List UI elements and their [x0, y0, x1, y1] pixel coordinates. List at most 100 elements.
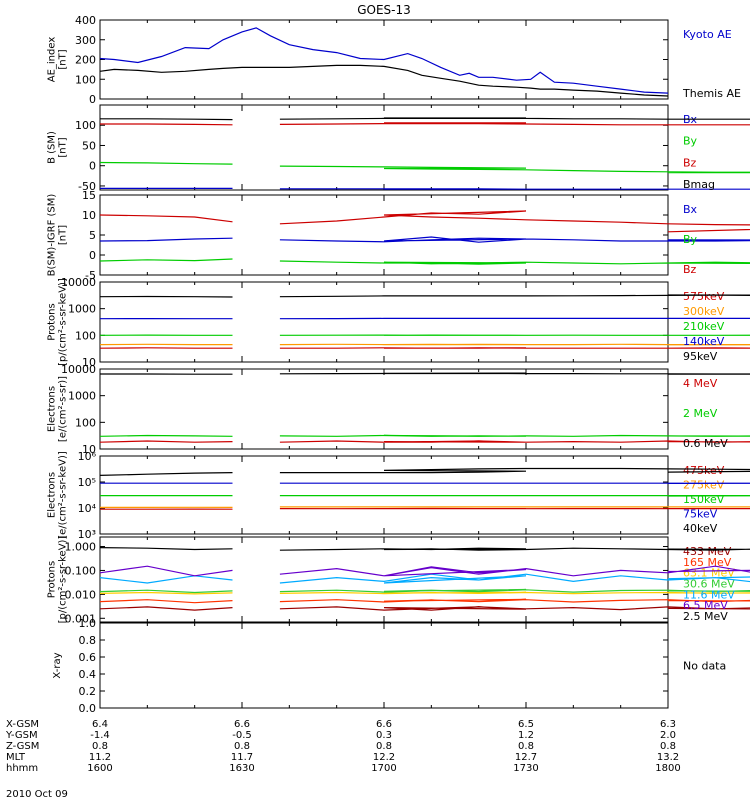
footer-value: 0.3	[376, 730, 392, 741]
panel-frame	[99, 281, 669, 363]
y-tick-label: 10000	[61, 363, 96, 376]
y-axis-label: [nT]	[58, 225, 69, 245]
series-line-themis-ae	[99, 64, 669, 97]
y-axis-label: [e/(cm²-s-sr)]	[58, 376, 69, 442]
panel-2: -5 0 5 10 15 B(SM)-IGRF (SM) [nT] Bx By Bz	[47, 189, 750, 282]
legend-entry: Kyoto AE	[683, 28, 732, 41]
legend-entry: 433 MeV	[683, 545, 732, 558]
footer-value: 0.8	[92, 741, 108, 752]
y-tick-label: 1.0	[79, 617, 97, 630]
chart-title: GOES-13	[357, 3, 411, 17]
y-axis-label: AE_index	[47, 37, 58, 83]
footer-value: 0.8	[376, 741, 392, 752]
footer-value: 6.6	[376, 719, 392, 730]
footer-value: 1630	[229, 763, 254, 774]
legend-entry: 140keV	[683, 335, 725, 348]
y-axis-label: [e/(cm²-s-sr-keV)]	[58, 451, 69, 539]
y-axis-label: B (SM)	[47, 131, 58, 164]
legend-entry: 11.6 MeV	[683, 588, 735, 601]
legend-entry: 2 MeV	[683, 407, 718, 420]
footer-value: 6.4	[92, 719, 108, 730]
y-tick-label: 10³	[78, 528, 96, 541]
y-tick-label: -50	[78, 180, 96, 193]
footer-row-label: Z-GSM	[6, 741, 39, 752]
panel-0: 0 100 200 300 400 AE_index [nT] Kyoto AE Themis …	[47, 14, 741, 106]
footer-value: 6.6	[234, 719, 250, 730]
legend-entry: 4 MeV	[683, 377, 718, 390]
footer-row-label: hhmm	[6, 763, 38, 774]
series-line-bx	[100, 187, 750, 190]
legend-entry: Bz	[683, 156, 697, 169]
footer-value: -0.5	[232, 730, 252, 741]
y-tick-label: 0.010	[65, 588, 97, 601]
series-line-by	[99, 161, 750, 174]
y-axis-label: Protons	[47, 303, 58, 340]
y-tick-label: 10	[82, 209, 96, 222]
legend-entry: Bx	[683, 203, 698, 216]
footer-value: 6.3	[660, 719, 676, 730]
footer-value: 1600	[87, 763, 112, 774]
panel-6: 0.001 0.010 0.100 1.000 Protons [p/(cm²-s-sr-…	[47, 536, 750, 625]
series-line-165-mev	[99, 598, 750, 604]
series-line-bx	[99, 236, 750, 243]
y-axis-label: X-ray	[52, 652, 63, 678]
footer-value: 0.8	[234, 741, 250, 752]
y-tick-label: 50	[82, 139, 96, 152]
series-line-300kev	[99, 343, 750, 346]
y-tick-label: 0.2	[79, 685, 97, 698]
series-line-95kev	[99, 294, 750, 298]
legend-entry: By	[683, 135, 698, 148]
series-line-2-mev	[99, 434, 750, 437]
ephemeris-footer: X-GSM 6.4 6.6 6.6 6.5 6.3 Y-GSM -1.4 -0.5 0.3 1.2 2…	[5, 719, 681, 774]
series-line-kyoto-ae	[99, 27, 669, 94]
series-line-bz	[100, 122, 750, 126]
y-tick-label: 0.0	[79, 702, 97, 715]
y-axis-label: [p/(cm²-s-sr-keV)]	[58, 278, 69, 366]
legend-entry: 40keV	[683, 522, 718, 535]
y-tick-label: 200	[75, 54, 96, 67]
legend-entry: 165 MeV	[683, 556, 732, 569]
no-data-label: No data	[683, 660, 726, 673]
y-tick-label: 1000	[68, 390, 96, 403]
legend-entry: 0.6 MeV	[683, 437, 728, 450]
y-tick-label: 0.100	[65, 564, 97, 577]
footer-value: 2.0	[660, 730, 676, 741]
legend-entry: 75keV	[683, 508, 718, 521]
y-tick-label: 0.8	[79, 634, 97, 647]
y-tick-label: 15	[82, 189, 96, 202]
series-line-4-mev	[99, 440, 750, 443]
y-axis-label: [p/(cm²-s-sr-keV)]	[58, 536, 69, 624]
y-tick-label: 0.4	[79, 668, 97, 681]
panel-5: 10³ 10⁴ 10⁵ 10⁶ Electrons [e/(cm²-s-sr-keV)] 4…	[47, 450, 750, 541]
y-tick-label: 400	[75, 14, 96, 27]
footer-value: -1.4	[90, 730, 110, 741]
y-tick-label: 0	[89, 93, 96, 106]
y-axis-label: Protons	[47, 561, 58, 598]
series-line-2.5-mev	[99, 547, 750, 551]
y-axis-label: [nT]	[58, 137, 69, 157]
y-tick-label: 5	[89, 229, 96, 242]
y-tick-label: -5	[85, 269, 96, 282]
y-axis-label: [nT]	[58, 49, 69, 69]
legend-entry: Themis AE	[682, 87, 741, 100]
footer-value: 12.7	[515, 752, 537, 763]
panel-3: 10 100 1000 10000 Protons [p/(cm²-s-sr-keV)] 5…	[47, 276, 750, 369]
y-tick-label: 0	[89, 249, 96, 262]
legend-entry: 575keV	[683, 290, 725, 303]
legend-entry: 63.1 MeV	[683, 567, 735, 580]
y-tick-label: 1000	[68, 303, 96, 316]
y-tick-label: 100	[75, 73, 96, 86]
y-tick-label: 1.000	[65, 541, 97, 554]
footer-row-label: X-GSM	[6, 719, 39, 730]
footer-value: 11.2	[89, 752, 111, 763]
date-label: 2010 Oct 09	[6, 789, 68, 800]
y-tick-label: 100	[75, 119, 96, 132]
y-tick-label: 0.6	[79, 651, 97, 664]
series-line-11.6-mev	[99, 573, 750, 584]
y-tick-label: 300	[75, 34, 96, 47]
y-tick-label: 0	[89, 160, 96, 173]
footer-value: 1730	[513, 763, 538, 774]
